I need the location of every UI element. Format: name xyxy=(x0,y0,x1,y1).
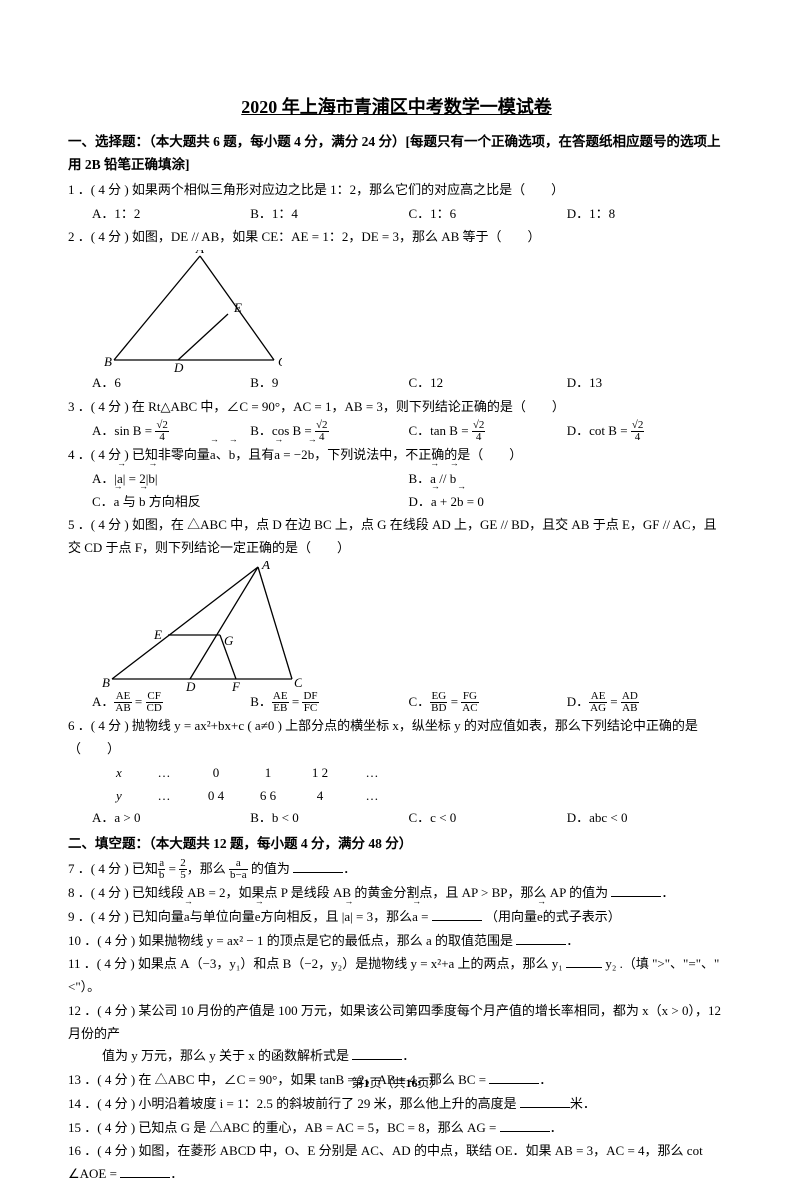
svg-text:F: F xyxy=(231,679,241,691)
q15: 15 ．( 4 分 ) 已知点 G 是 △ABC 的重心，AB = AC = 5… xyxy=(68,1117,725,1140)
exam-page: 2020 年上海市青浦区中考数学一模试卷 一、选择题：（本大题共 6 题，每小题… xyxy=(0,0,793,1122)
blank-icon xyxy=(516,932,566,945)
q8: 8 ．( 4 分 ) 已知线段 AB = 2，如果点 P 是线段 AB 的黄金分… xyxy=(68,882,725,905)
q2-stem: 2 ．( 4 分 ) 如图，DE // AB，如果 CE：AE = 1：2，DE… xyxy=(68,226,725,249)
svg-text:G: G xyxy=(224,633,234,648)
q5-options: A．AEAB = CFCD B．AEEB = DFFC C．EGBD = FGA… xyxy=(92,691,725,715)
q6-optD: D．abc < 0 xyxy=(567,807,725,830)
svg-text:E: E xyxy=(153,627,162,642)
blank-icon xyxy=(352,1048,402,1061)
q4-optD: D．a + 2b = 0 xyxy=(409,491,726,514)
q5-figure: A B C D F E G xyxy=(102,561,725,691)
q4-optB: B．a // b xyxy=(409,468,726,491)
q1-stem: 1 ．( 4 分 ) 如果两个相似三角形对应边之比是 1：2，那么它们的对应高之… xyxy=(68,179,725,202)
q5-optB: B．AEEB = DFFC xyxy=(250,691,408,715)
q1-optB: B．1：4 xyxy=(250,203,408,226)
q6-optC: C．c < 0 xyxy=(409,807,567,830)
blank-icon xyxy=(611,884,661,897)
q5-optC: C．EGBD = FGAC xyxy=(409,691,567,715)
svg-text:D: D xyxy=(185,679,196,691)
svg-text:B: B xyxy=(104,354,112,369)
q2-optC: C．12 xyxy=(409,372,567,395)
svg-text:D: D xyxy=(173,360,184,372)
blank-icon xyxy=(500,1119,550,1132)
section2-heading: 二、填空题：（本大题共 12 题，每小题 4 分，满分 48 分） xyxy=(68,832,725,856)
q7: 7 ．( 4 分 ) 已知ab = 25，那么 ab−a 的值为 ． xyxy=(68,858,725,882)
q3-options: A．sin B = √24 B．cos B = √24 C．tan B = √2… xyxy=(92,420,725,444)
q2-options: A．6 B．9 C．12 D．13 xyxy=(92,372,725,395)
q2-optA: A．6 xyxy=(92,372,250,395)
page-footer: 第1页（共16页） xyxy=(0,1073,793,1094)
q4-options: A．|a| = 2|b| B．a // b C．a 与 b 方向相反 D．a +… xyxy=(92,468,725,514)
q4-optC: C．a 与 b 方向相反 xyxy=(92,491,409,514)
q10: 10 ．( 4 分 ) 如果抛物线 y = ax² − 1 的顶点是它的最低点，… xyxy=(68,930,725,953)
q11: 11 ．( 4 分 ) 如果点 A（−3，y₁）和点 B（−2，y₂）是抛物线 … xyxy=(68,953,725,999)
q2-optB: B．9 xyxy=(250,372,408,395)
svg-text:C: C xyxy=(294,675,302,690)
q6-table-row2: y … 0 4 6 6 4 … xyxy=(116,785,725,808)
q12: 12 ．( 4 分 ) 某公司 10 月份的产值是 100 万元，如果该公司第四… xyxy=(68,1000,725,1068)
q14: 14 ．( 4 分 ) 小明沿着坡度 i = 1：2.5 的斜坡前行了 29 米… xyxy=(68,1093,725,1116)
q6-options: A．a > 0 B．b < 0 C．c < 0 D．abc < 0 xyxy=(92,807,725,830)
q6-stem: 6 ．( 4 分 ) 抛物线 y = ax²+bx+c ( a≠0 ) 上部分点… xyxy=(68,715,725,761)
svg-text:E: E xyxy=(233,300,242,315)
blank-icon xyxy=(432,908,482,921)
q3-optA: A．sin B = √24 xyxy=(92,420,250,444)
page-title: 2020 年上海市青浦区中考数学一模试卷 xyxy=(68,92,725,124)
q1-optC: C．1：6 xyxy=(409,203,567,226)
blank-icon xyxy=(293,860,343,873)
q3-stem: 3 ．( 4 分 ) 在 Rt△ABC 中，∠C = 90°，AC = 1，AB… xyxy=(68,396,725,419)
svg-text:A: A xyxy=(195,250,204,256)
q2-optD: D．13 xyxy=(567,372,725,395)
q9: 9 ．( 4 分 ) 已知向量a与单位向量e方向相反，且 |a| = 3，那么a… xyxy=(68,906,725,929)
q6-optA: A．a > 0 xyxy=(92,807,250,830)
blank-icon xyxy=(120,1165,170,1178)
q3-optC: C．tan B = √24 xyxy=(409,420,567,444)
q5-stem: 5 ．( 4 分 ) 如图，在 △ABC 中，点 D 在边 BC 上，点 G 在… xyxy=(68,514,725,560)
q2-figure: A B C D E xyxy=(102,250,725,372)
section1-heading: 一、选择题：（本大题共 6 题，每小题 4 分，满分 24 分）[每题只有一个正… xyxy=(68,130,725,177)
q1-optD: D．1：8 xyxy=(567,203,725,226)
q1-options: A．1：2 B．1：4 C．1：6 D．1：8 xyxy=(92,203,725,226)
blank-icon xyxy=(566,956,602,969)
q5-optD: D．AEAG = ADAB xyxy=(567,691,725,715)
svg-text:C: C xyxy=(278,354,282,369)
q16: 16 ．( 4 分 ) 如图，在菱形 ABCD 中，O、E 分别是 AC、AD … xyxy=(68,1140,725,1186)
q6-table: x … 0 1 1 2 … xyxy=(116,762,725,785)
q6-optB: B．b < 0 xyxy=(250,807,408,830)
svg-text:B: B xyxy=(102,675,110,690)
q4-stem: 4 ．( 4 分 ) 已知非零向量a、b，且有a = −2b，下列说法中，不正确… xyxy=(68,444,725,467)
blank-icon xyxy=(520,1095,570,1108)
svg-text:A: A xyxy=(261,561,270,572)
q5-optA: A．AEAB = CFCD xyxy=(92,691,250,715)
q3-optD: D．cot B = √24 xyxy=(567,420,725,444)
q1-optA: A．1：2 xyxy=(92,203,250,226)
